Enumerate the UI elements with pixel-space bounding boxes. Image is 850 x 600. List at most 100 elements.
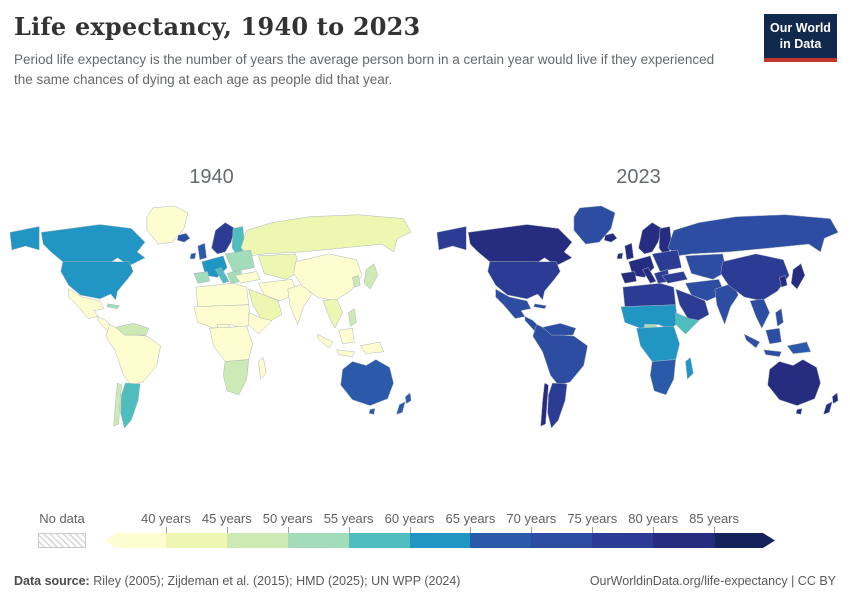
map-block-1940: 1940 (6, 166, 417, 432)
region-usa[interactable] (60, 261, 134, 301)
region-eastern-europe[interactable] (651, 249, 682, 272)
legend-segment-70-75[interactable] (531, 533, 593, 548)
region-central-africa[interactable] (636, 326, 680, 362)
legend-colorbar-block: 40 years 45 years 50 years 55 years 60 years… (105, 511, 775, 548)
legend-segment-40-45[interactable] (165, 533, 227, 548)
legend-segment-80-85[interactable] (653, 533, 715, 548)
region-caribbean[interactable] (106, 303, 120, 309)
region-southeast-asia[interactable] (322, 298, 343, 329)
region-russia[interactable] (240, 214, 412, 257)
region-madagascar[interactable] (258, 357, 267, 380)
region-sahel-west-africa[interactable] (193, 304, 251, 329)
region-eastern-europe[interactable] (224, 249, 255, 272)
map-year-label-2023: 2023 (616, 166, 661, 188)
legend-colorbar (105, 533, 775, 548)
legend-tick-label: 80 years (628, 511, 679, 526)
region-central-africa[interactable] (209, 326, 253, 362)
region-north-africa[interactable] (195, 282, 249, 307)
region-madagascar[interactable] (685, 357, 694, 380)
region-new-zealand[interactable] (396, 392, 412, 415)
region-philippines[interactable] (348, 308, 357, 327)
region-southeast-asia[interactable] (749, 298, 770, 329)
region-korea[interactable] (352, 275, 361, 288)
region-iceland[interactable] (604, 233, 618, 243)
region-sahel-west-africa[interactable] (620, 304, 678, 329)
region-canada[interactable] (40, 224, 146, 266)
region-philippines[interactable] (775, 308, 784, 327)
region-central-asia[interactable] (685, 253, 727, 280)
region-australia[interactable] (767, 359, 821, 415)
map-legend: No data 40 years 45 years 50 years 55 years… (38, 511, 850, 548)
region-central-asia[interactable] (258, 253, 300, 280)
legend-tick-label: 50 years (262, 511, 313, 526)
region-iberia[interactable] (620, 271, 637, 284)
legend-segment-75-80[interactable] (592, 533, 654, 548)
footer-link[interactable]: OurWorldinData.org/life-expectancy | CC … (589, 574, 836, 588)
region-alaska[interactable] (9, 226, 40, 251)
region-italy[interactable] (642, 267, 657, 284)
region-greenland[interactable] (573, 205, 616, 245)
region-mexico[interactable] (495, 288, 532, 319)
region-korea[interactable] (779, 275, 788, 288)
region-canada[interactable] (467, 224, 573, 266)
legend-segment-45-50[interactable] (226, 533, 288, 548)
legend-segment-60-65[interactable] (409, 533, 471, 548)
region-horn-of-africa[interactable] (248, 312, 273, 335)
region-iberia[interactable] (193, 271, 210, 284)
owid-logo[interactable]: Our World in Data (764, 14, 837, 63)
legend-segment-55-60[interactable] (348, 533, 410, 548)
region-scandinavia[interactable] (211, 222, 236, 255)
legend-segment-<40[interactable] (105, 533, 166, 548)
region-scandinavia[interactable] (638, 222, 663, 255)
legend-tick-mark (653, 527, 655, 533)
region-china[interactable] (293, 253, 363, 302)
region-arabia[interactable] (248, 288, 283, 325)
region-southern-africa[interactable] (649, 359, 676, 396)
legend-segment-65-70[interactable] (470, 533, 532, 548)
region-italy[interactable] (215, 267, 230, 284)
region-indonesia[interactable] (743, 328, 782, 357)
owid-logo-accent-bar (764, 58, 837, 63)
region-usa[interactable] (487, 261, 561, 301)
legend-tick-label: 75 years (567, 511, 618, 526)
region-chile[interactable] (113, 382, 122, 427)
region-iceland[interactable] (177, 233, 191, 243)
legend-segment-85+[interactable] (714, 533, 775, 548)
legend-tick-label: 55 years (323, 511, 374, 526)
region-arabia[interactable] (675, 288, 710, 325)
region-north-africa[interactable] (622, 282, 676, 307)
region-new-zealand[interactable] (823, 392, 839, 415)
region-turkey[interactable] (661, 271, 688, 284)
maps-row: 1940 2023 (6, 166, 844, 432)
region-mexico[interactable] (68, 288, 105, 319)
region-greenland[interactable] (146, 205, 189, 245)
chart-footer: Data source: Riley (2005); Zijdeman et a… (14, 574, 836, 588)
region-argentina-uruguay[interactable] (120, 382, 141, 429)
region-venezuela-guyanas[interactable] (542, 323, 577, 336)
legend-tick-mark (531, 527, 533, 533)
region-china[interactable] (720, 253, 790, 302)
region-japan[interactable] (790, 263, 806, 290)
region-alaska[interactable] (436, 226, 467, 251)
region-indonesia[interactable] (316, 328, 355, 357)
world-map-1940 (6, 203, 417, 432)
region-chile[interactable] (540, 382, 549, 427)
region-uk-ireland[interactable] (616, 242, 634, 261)
region-russia[interactable] (667, 214, 839, 257)
region-southern-africa[interactable] (222, 359, 249, 396)
legend-tick-mark (226, 527, 228, 533)
region-uk-ireland[interactable] (189, 242, 207, 261)
region-turkey[interactable] (234, 271, 261, 284)
region-horn-of-africa[interactable] (675, 312, 700, 335)
legend-tick-marks (105, 527, 775, 533)
region-papua-new-guinea[interactable] (359, 341, 384, 354)
region-caribbean[interactable] (533, 303, 547, 309)
legend-segment-50-55[interactable] (287, 533, 349, 548)
region-argentina-uruguay[interactable] (547, 382, 568, 429)
region-venezuela-guyanas[interactable] (115, 323, 150, 336)
legend-tick-mark (714, 527, 716, 533)
region-australia[interactable] (340, 359, 394, 415)
region-japan[interactable] (363, 263, 379, 290)
legend-no-data-swatch[interactable] (38, 533, 86, 548)
region-papua-new-guinea[interactable] (786, 341, 811, 354)
